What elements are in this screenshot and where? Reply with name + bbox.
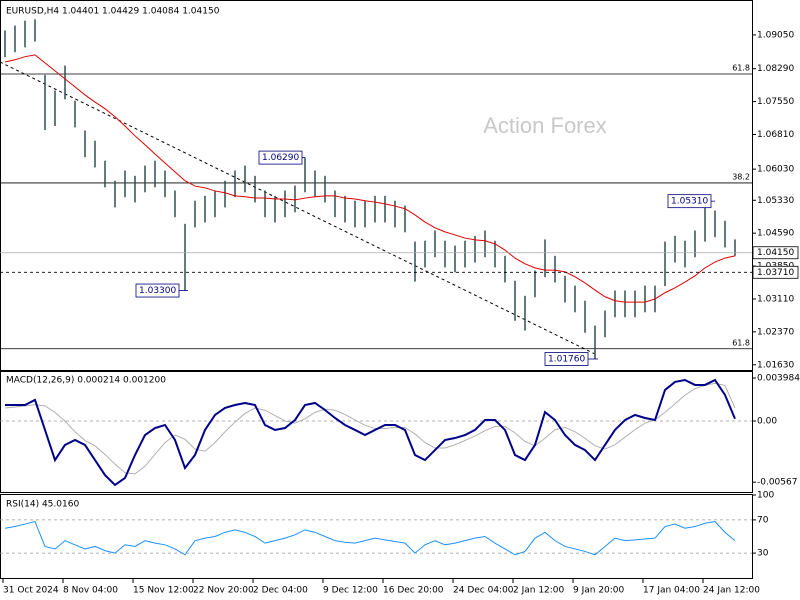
chart-title: EURUSD,H4 1.04401 1.04429 1.04084 1.0415… xyxy=(6,7,220,17)
y-tick-label: 1.05330 xyxy=(757,196,794,206)
price-panel-frame xyxy=(0,0,753,371)
y-tick-label: 0.003984 xyxy=(757,374,800,384)
x-tick-label: 17 Jan 04:00 xyxy=(643,586,700,596)
x-tick-label: 2 Jan 12:00 xyxy=(513,586,565,596)
y-tick-label: -0.00567 xyxy=(757,478,797,488)
x-tick-label: 15 Nov 12:00 xyxy=(133,586,194,596)
annotation-label: 1.01760 xyxy=(548,354,585,364)
x-tick-label: 24 Dec 04:00 xyxy=(453,586,514,596)
annotation-label: 1.06290 xyxy=(262,153,299,163)
annotation-box xyxy=(544,352,589,366)
annotation-label: 1.05310 xyxy=(671,197,708,207)
x-tick-label: 2 Dec 04:00 xyxy=(253,586,308,596)
y-tick-label: 1.09050 xyxy=(757,30,794,40)
x-tick-label: 22 Nov 20:00 xyxy=(193,586,254,596)
y-tick-label: 1.08290 xyxy=(757,64,794,74)
macd-panel-frame xyxy=(0,371,753,493)
moving-average xyxy=(4,54,736,303)
y-tick-label: 1.03110 xyxy=(757,294,794,304)
annotation-box xyxy=(667,194,712,209)
price-box xyxy=(752,265,799,279)
price-box xyxy=(752,246,799,260)
y-tick-label: 1.04590 xyxy=(757,229,794,239)
y-tick-label: 1.02370 xyxy=(757,327,794,337)
y-tick-label: 30 xyxy=(757,549,769,559)
y-tick-label: 0.00 xyxy=(757,416,777,426)
panel-title: RSI(14) 45.0160 xyxy=(6,500,79,510)
x-tick-label: 31 Oct 2024 xyxy=(3,586,59,596)
x-tick-label: 9 Jan 20:00 xyxy=(573,586,625,596)
x-tick-label: 24 Jan 12:00 xyxy=(703,586,760,596)
annotation-box xyxy=(135,283,180,298)
y-tick-label: 100 xyxy=(757,491,774,501)
y-tick-label: 1.06030 xyxy=(757,165,794,175)
x-tick-label: 8 Nov 04:00 xyxy=(63,586,118,596)
y-tick-label: 1.01630 xyxy=(757,360,794,370)
y-tick-label: 1.07550 xyxy=(757,97,794,107)
y-tick-label: 70 xyxy=(757,515,769,525)
panel-title: MACD(12,26,9) 0.000214 0.001200 xyxy=(6,376,166,386)
fib-label: 61.8 xyxy=(732,338,750,347)
fib-label: 61.8 xyxy=(732,64,750,73)
macd-line xyxy=(5,378,736,487)
price-line-label: 1.04150 xyxy=(757,248,794,258)
watermark: Action Forex xyxy=(483,113,607,138)
price-line-label: 1.03710 xyxy=(757,268,794,278)
fib-label: 38.2 xyxy=(732,172,750,181)
annotation-box xyxy=(258,150,303,165)
x-tick-label: 16 Dec 20:00 xyxy=(383,586,444,596)
annotation-label: 1.03300 xyxy=(139,286,176,296)
rsi-panel-frame xyxy=(0,494,753,579)
x-tick-label: 9 Dec 12:00 xyxy=(323,586,378,596)
rsi-line xyxy=(4,520,736,556)
y-tick-label: 1.06810 xyxy=(757,130,794,140)
trend-line xyxy=(0,61,598,356)
